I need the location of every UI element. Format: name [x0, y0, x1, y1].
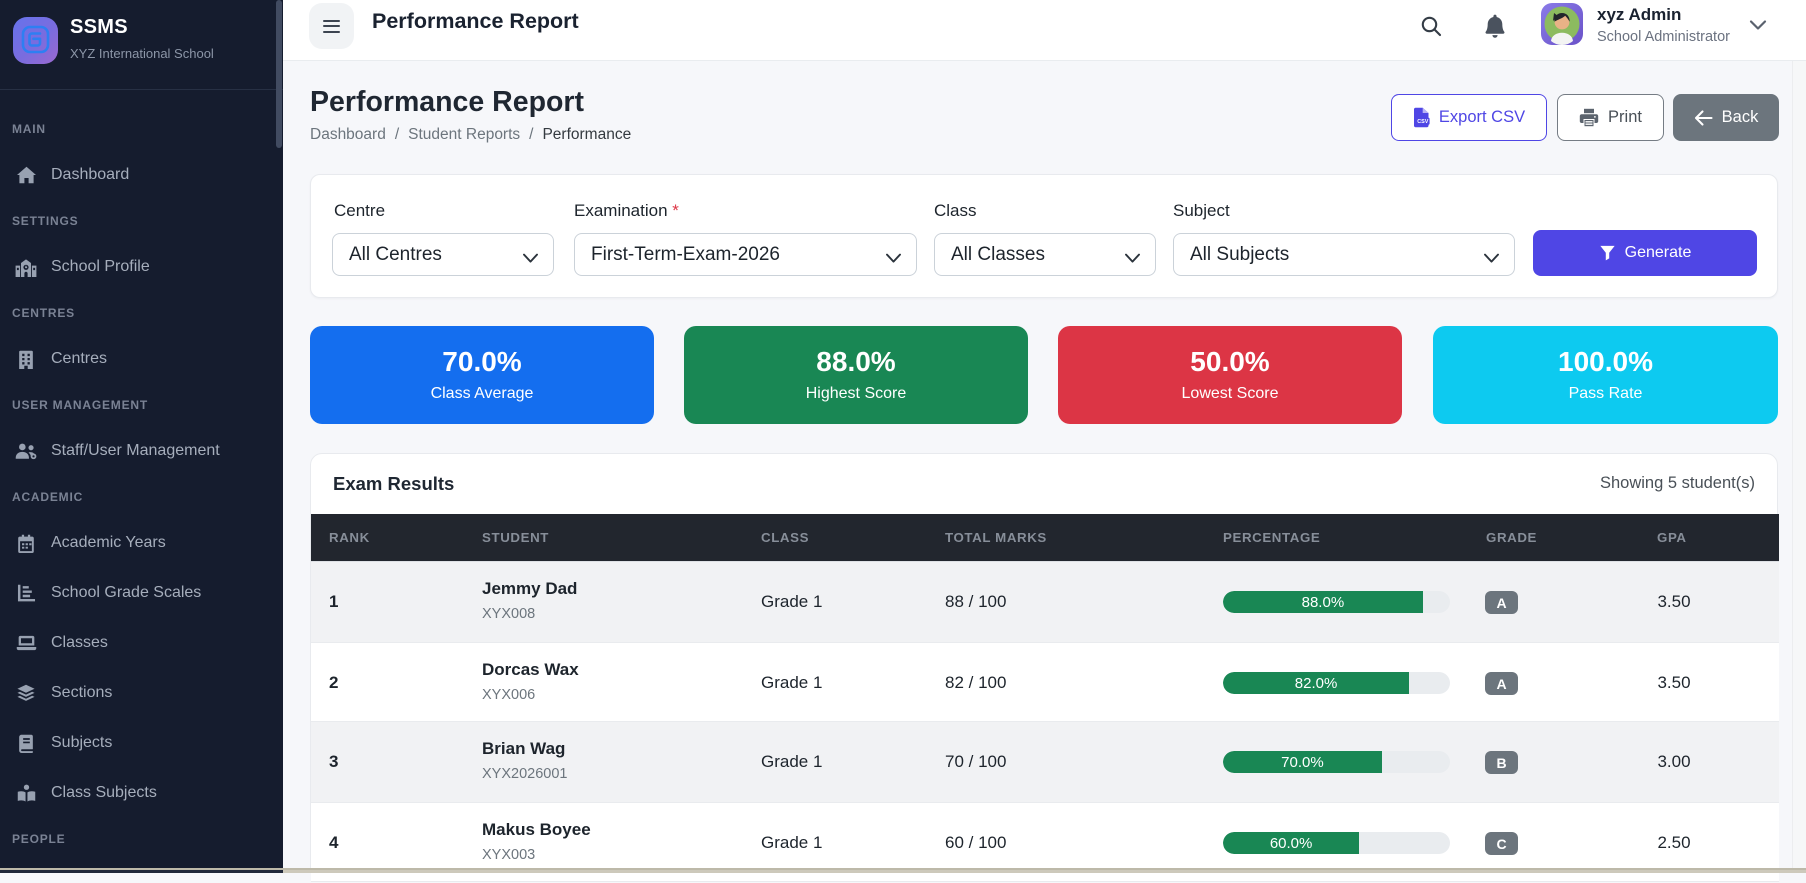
svg-text:CSV: CSV [1417, 119, 1428, 125]
